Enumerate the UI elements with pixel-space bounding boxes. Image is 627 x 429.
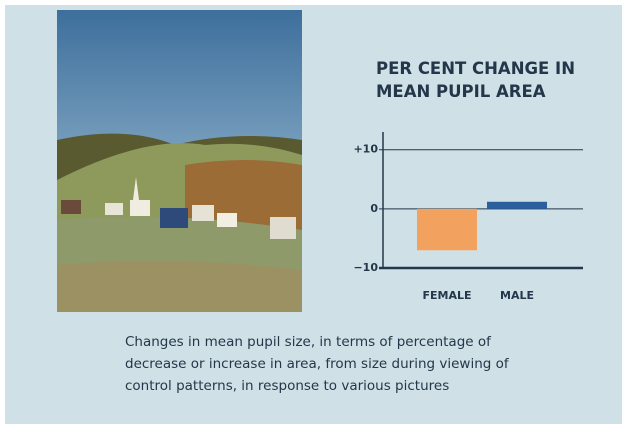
x-tick-label: FEMALE (422, 289, 471, 302)
chart-title: PER CENT CHANGE IN MEAN PUPIL AREA (376, 59, 576, 101)
slide: +10 0 −10 FEMALE MALE PER CENT CHANGE IN MEA… (5, 5, 622, 424)
x-tick-label: MALE (500, 289, 534, 302)
y-tick-label: +10 (353, 143, 378, 156)
y-tick-label: 0 (370, 202, 378, 215)
bar (417, 208, 477, 251)
bar (487, 201, 547, 209)
caption: Changes in mean pupil size, in terms of … (125, 334, 509, 394)
y-tick-label: −10 (353, 261, 378, 274)
photo (57, 10, 302, 312)
chart: +10 0 −10 FEMALE MALE (57, 10, 583, 312)
